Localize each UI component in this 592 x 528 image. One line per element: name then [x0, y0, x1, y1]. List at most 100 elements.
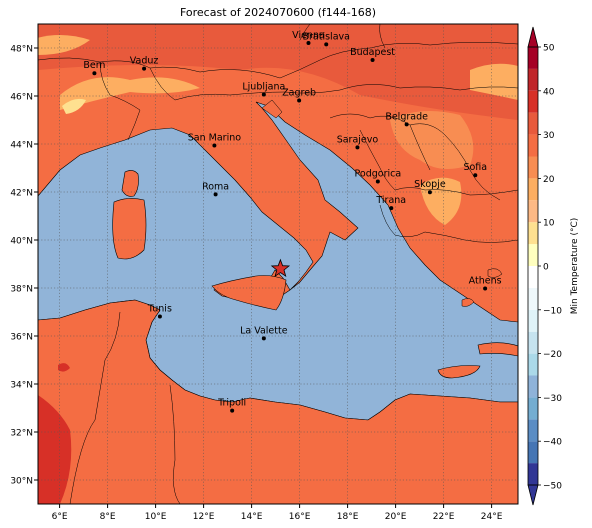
city-san-marino: San Marino: [188, 132, 241, 148]
colorbar-segment: [528, 156, 538, 179]
city-label: San Marino: [188, 132, 241, 143]
graticule: [38, 24, 518, 504]
colorbar-tick-label: −30: [543, 394, 562, 404]
lat-tick-label: 38°N: [10, 285, 33, 295]
colorbar-tick-label: 0: [543, 263, 549, 273]
latitude-axis: 30°N 32°N 34°N 36°N 38°N 40°N 42°N 44°N 46°N 48°N: [10, 45, 38, 487]
city-dot: [375, 179, 380, 184]
city-label: Roma: [202, 181, 229, 192]
lat-tick-label: 42°N: [10, 189, 33, 199]
city-dot: [261, 92, 266, 97]
longitude-axis: 6°E 8°E 10°E 12°E 14°E 16°E 18°E 20°E 22°E 24°E: [52, 504, 503, 522]
colorbar-segment: [528, 309, 538, 332]
city-dot: [306, 40, 311, 45]
city-dot: [157, 314, 162, 319]
city-dot: [142, 66, 147, 71]
star-icon: [270, 258, 291, 278]
city-tripoli: Tripoli: [217, 398, 246, 413]
lat-tick-label: 32°N: [10, 429, 33, 439]
city-dot: [389, 206, 394, 211]
city-label: Zagreb: [282, 88, 316, 99]
lat-tick-label: 48°N: [10, 45, 33, 55]
city-label: Vienna: [292, 30, 325, 41]
city-dot: [324, 42, 329, 47]
map-frame: [37, 23, 519, 505]
city-dot: [261, 336, 266, 341]
colorbar-tick-label: 10: [543, 219, 555, 229]
city-label: Vaduz: [130, 56, 159, 67]
lat-tick-label: 34°N: [10, 381, 33, 391]
city-label: Tripoli: [217, 398, 246, 409]
colorbar-tick-label: 20: [543, 175, 555, 185]
colorbar-segment: [528, 47, 538, 69]
sicily: [211, 275, 287, 311]
city-belgrade: Belgrade: [385, 111, 428, 127]
colorbar-segment: [528, 112, 538, 135]
city-tirana: Tirana: [375, 195, 406, 211]
colorbar-tick-label: 30: [543, 131, 555, 141]
map-title: Forecast of 2024070600 (f144-168): [179, 6, 377, 19]
colorbar-max-extension: [527, 26, 539, 48]
city-ljubljana: Ljubljana: [242, 82, 285, 97]
lon-tick-label: 24°E: [481, 512, 503, 522]
colorbar-tick-label: −10: [543, 306, 562, 316]
city-dot: [92, 71, 97, 76]
lat-tick-label: 40°N: [10, 237, 33, 247]
colorbar-segment: [528, 244, 538, 266]
colorbar-segment: [528, 419, 538, 442]
northeast-mild-patch: [470, 63, 518, 100]
city-dot: [355, 145, 360, 150]
city-sofia: Sofia: [463, 162, 487, 178]
balkan-mild-patch: [390, 111, 474, 169]
city-dot: [404, 122, 409, 127]
colorbar-segment: [528, 287, 538, 310]
istria: [261, 99, 283, 119]
colorbar-tick-label: −50: [543, 482, 562, 492]
colorbar-segment: [528, 353, 538, 376]
alpine-mild-patch: [60, 77, 200, 110]
city-sarajevo: Sarajevo: [337, 134, 379, 150]
city-bern: Bern: [83, 60, 105, 76]
lon-tick-label: 20°E: [385, 512, 407, 522]
north-africa: [38, 299, 518, 504]
colorbar-tick-label: 50: [543, 44, 555, 54]
colorbar-segment: [528, 178, 538, 201]
city-label: La Valette: [240, 325, 288, 336]
africa-hot-spot: [58, 363, 70, 372]
corsica: [121, 170, 139, 197]
colorbar-tick-label: −20: [543, 350, 562, 360]
lon-tick-label: 22°E: [433, 512, 455, 522]
colorbar-segment: [528, 200, 538, 223]
colorbar-tick-label: 40: [543, 87, 555, 97]
city-label: Ljubljana: [242, 82, 285, 93]
colorbar-segment: [528, 68, 538, 91]
lon-tick-label: 16°E: [289, 512, 311, 522]
city-label: Bern: [83, 60, 105, 71]
lon-tick-label: 14°E: [241, 512, 263, 522]
colorbar-segment: [528, 222, 538, 245]
city-label: Sarajevo: [337, 134, 379, 145]
colorbar-segment: [528, 134, 538, 157]
city-label: Podgorica: [355, 168, 402, 179]
city-la-valette: La Valette: [240, 325, 288, 341]
colorbar-segment: [528, 375, 538, 398]
city-dot: [473, 173, 478, 178]
city-vienna: Vienna: [292, 30, 325, 45]
temperature-field: [38, 24, 518, 504]
lat-tick-label: 30°N: [10, 477, 33, 487]
city-label: Skopje: [414, 179, 446, 190]
city-label: Tirana: [375, 195, 406, 206]
colorbar-segment: [528, 463, 538, 485]
lat-tick-label: 36°N: [10, 333, 33, 343]
city-budapest: Budapest: [350, 47, 395, 62]
city-label: Sofia: [463, 162, 487, 173]
lon-tick-label: 12°E: [193, 512, 215, 522]
city-label: Bratislava: [303, 31, 350, 42]
colorbar-segment: [528, 397, 538, 420]
city-label: Belgrade: [385, 111, 428, 122]
country-borders: [38, 24, 518, 504]
city-dot: [213, 192, 218, 197]
city-dot: [483, 286, 488, 291]
city-dot: [212, 143, 217, 148]
